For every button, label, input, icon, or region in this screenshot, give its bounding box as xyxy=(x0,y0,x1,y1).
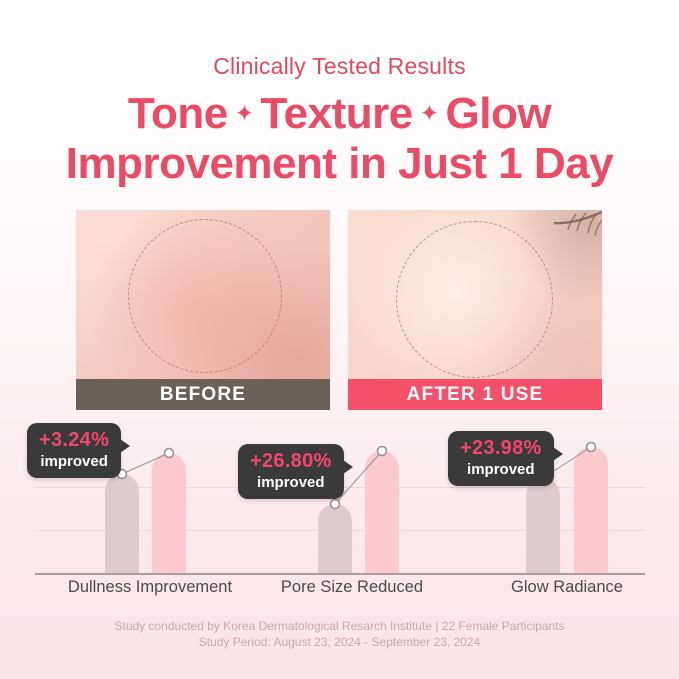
before-bar-3 xyxy=(526,478,560,573)
after-bar-3 xyxy=(574,447,608,573)
title-word-glow: Glow xyxy=(445,89,552,138)
eyebrow-text: Clinically Tested Results xyxy=(213,53,466,79)
analysis-circle xyxy=(396,221,553,378)
footnote-line-2: Study Period: August 23, 2024 - Septembe… xyxy=(198,635,481,649)
footnote-line-1: Study conducted by Korea Dermatological … xyxy=(114,619,565,633)
title-line-1: Tone ✦ Texture ✦ Glow xyxy=(0,88,679,139)
study-footnote: Study conducted by Korea Dermatological … xyxy=(0,618,679,650)
category-label: Glow Radiance xyxy=(511,578,623,596)
badge-value: +26.80% xyxy=(250,450,332,472)
before-after-comparison: BEFORE AFTER 1 USE xyxy=(76,210,602,410)
badge-value: +3.24% xyxy=(39,429,110,451)
before-card: BEFORE xyxy=(76,210,330,410)
category-label: Pore Size Reduced xyxy=(280,578,424,596)
improvement-badge: +23.98% improved xyxy=(448,431,563,486)
chart-baseline xyxy=(35,573,645,575)
badge-label: improved xyxy=(40,453,108,470)
title-line-2: Improvement in Just 1 Day xyxy=(65,139,614,188)
title-word-tone: Tone xyxy=(127,89,228,138)
badge-label: improved xyxy=(467,461,535,478)
after-photo xyxy=(348,210,602,379)
after-label-bar: AFTER 1 USE xyxy=(348,379,602,410)
badge-value: +23.98% xyxy=(460,437,542,459)
analysis-circle xyxy=(128,219,282,373)
improvement-badge: +26.80% improved xyxy=(238,444,353,499)
before-photo xyxy=(76,210,330,379)
before-bar-1 xyxy=(105,474,139,573)
sparkle-icon: ✦ xyxy=(234,100,254,126)
badge-label: improved xyxy=(257,474,325,491)
eyelashes-detail xyxy=(553,210,602,237)
before-bar-2 xyxy=(318,504,352,573)
after-bar-1 xyxy=(152,453,186,573)
after-bar-2 xyxy=(365,451,399,573)
after-card: AFTER 1 USE xyxy=(348,210,602,410)
category-label: Dullness Improvement xyxy=(67,578,233,596)
page-title: Tone ✦ Texture ✦ Glow Improvement in Just 1 … xyxy=(0,88,679,189)
improvement-badge: +3.24% improved xyxy=(27,423,131,478)
before-label-bar: BEFORE xyxy=(76,379,330,410)
title-word-texture: Texture xyxy=(260,89,414,138)
sparkle-icon: ✦ xyxy=(419,100,439,126)
